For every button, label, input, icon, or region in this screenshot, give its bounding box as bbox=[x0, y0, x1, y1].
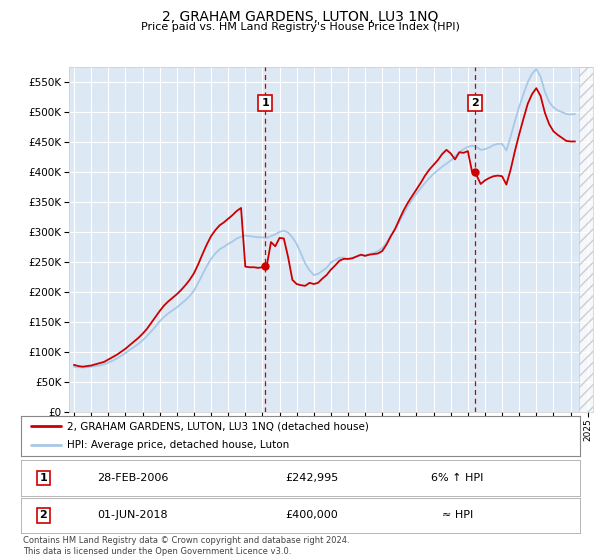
Text: 2, GRAHAM GARDENS, LUTON, LU3 1NQ: 2, GRAHAM GARDENS, LUTON, LU3 1NQ bbox=[162, 10, 438, 24]
Text: £242,995: £242,995 bbox=[285, 473, 338, 483]
Text: 2: 2 bbox=[471, 99, 479, 109]
Text: 1: 1 bbox=[262, 99, 269, 109]
Text: HPI: Average price, detached house, Luton: HPI: Average price, detached house, Luto… bbox=[67, 440, 289, 450]
Text: 6% ↑ HPI: 6% ↑ HPI bbox=[431, 473, 484, 483]
Text: Contains HM Land Registry data © Crown copyright and database right 2024.
This d: Contains HM Land Registry data © Crown c… bbox=[23, 536, 349, 556]
Text: 28-FEB-2006: 28-FEB-2006 bbox=[97, 473, 169, 483]
Text: £400,000: £400,000 bbox=[286, 511, 338, 520]
Text: ≈ HPI: ≈ HPI bbox=[442, 511, 473, 520]
Text: 2, GRAHAM GARDENS, LUTON, LU3 1NQ (detached house): 2, GRAHAM GARDENS, LUTON, LU3 1NQ (detac… bbox=[67, 421, 369, 431]
Text: 01-JUN-2018: 01-JUN-2018 bbox=[98, 511, 168, 520]
Bar bbox=[579, 67, 593, 412]
Text: 2: 2 bbox=[40, 511, 47, 520]
Text: 1: 1 bbox=[40, 473, 47, 483]
Text: Price paid vs. HM Land Registry's House Price Index (HPI): Price paid vs. HM Land Registry's House … bbox=[140, 22, 460, 32]
